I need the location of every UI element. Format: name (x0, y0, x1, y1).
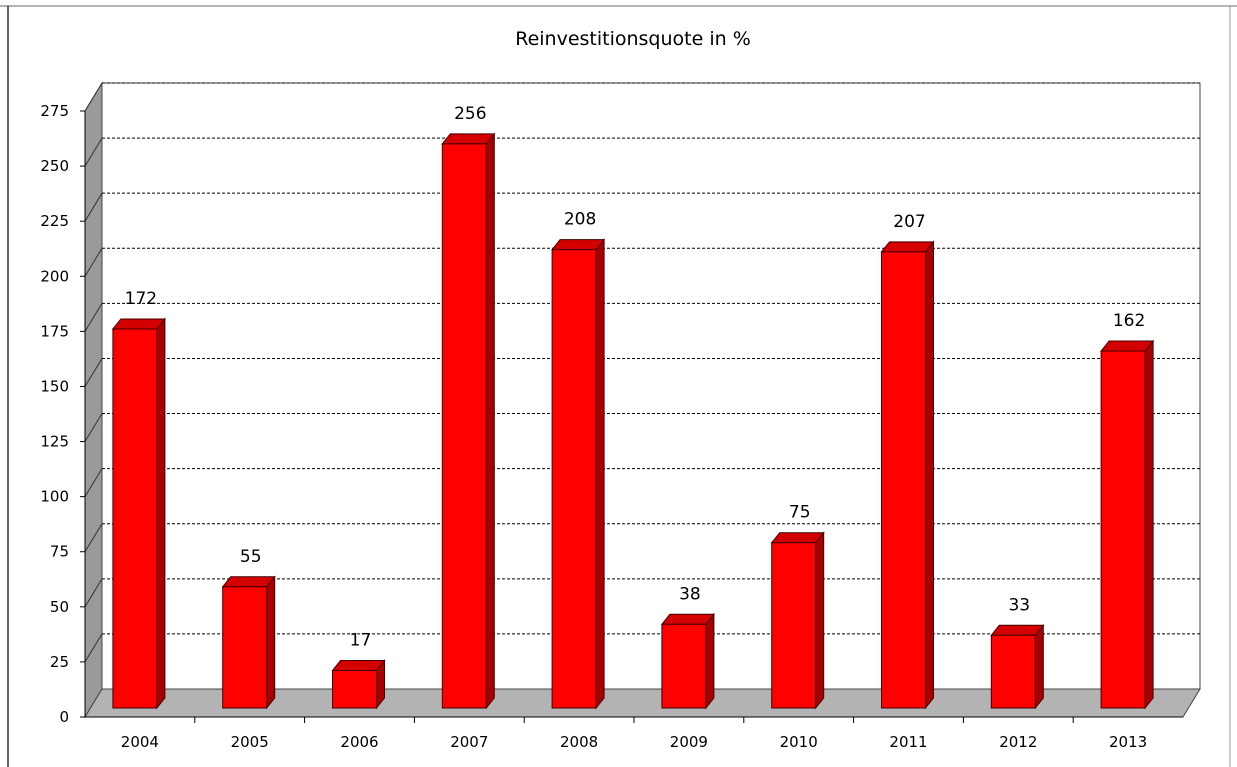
y-tick-label: 250 (40, 157, 69, 175)
left-wall (84, 81, 103, 719)
bar (771, 542, 817, 709)
bar (332, 670, 377, 709)
x-tick-label: 2013 (1109, 733, 1147, 751)
back-wall (101, 82, 1201, 690)
bar (441, 143, 487, 709)
bar-side (705, 612, 715, 710)
bar (1100, 350, 1146, 709)
y-tick-label: 275 (40, 102, 69, 120)
wall-gridline (84, 137, 103, 167)
x-tick-label: 2008 (560, 733, 598, 751)
wall-gridline (84, 468, 103, 497)
bar-top (551, 239, 606, 251)
wall-gridline (84, 192, 103, 222)
wall-gridline (84, 413, 103, 442)
wall-gridline (84, 633, 103, 663)
y-tick-label: 200 (40, 267, 69, 285)
x-tick-label: 2010 (780, 733, 818, 751)
y-tick-label: 150 (40, 377, 69, 395)
bar-top (441, 133, 496, 145)
wall-gridline (84, 578, 103, 608)
bar (881, 251, 926, 709)
bar-side (156, 317, 166, 710)
bar-side (266, 575, 276, 710)
bar-top (770, 532, 825, 544)
data-label: 33 (1008, 595, 1030, 615)
wall-gridline (84, 82, 103, 112)
bar-top (111, 318, 166, 330)
data-label: 256 (454, 104, 486, 124)
y-tick-label: 50 (50, 598, 69, 616)
data-label: 208 (564, 210, 596, 230)
bar (112, 328, 158, 709)
y-tick-label: 25 (50, 653, 69, 671)
bar-side (925, 240, 934, 710)
bar-side (815, 531, 825, 710)
bar-side (595, 238, 605, 710)
bar-top (990, 624, 1045, 636)
data-label: 38 (679, 584, 701, 604)
wall-gridline (84, 303, 103, 332)
wall-gridline (84, 248, 103, 277)
y-tick-label: 0 (59, 708, 69, 726)
plot-area: 0 25 50 75 100 125 150 175 200 225 250 275 172 2004 55… (40, 81, 1201, 751)
data-label: 55 (240, 547, 262, 567)
x-tick-label: 2004 (121, 733, 159, 751)
x-tick-label: 2007 (450, 733, 488, 751)
data-label: 75 (789, 503, 811, 523)
x-tick-label: 2009 (670, 733, 708, 751)
y-tick-label: 175 (40, 322, 69, 340)
data-label: 172 (125, 289, 157, 309)
bar-top (1100, 340, 1155, 352)
x-tick-label: 2006 (340, 733, 378, 751)
chart-title: Reinvestitionsquote in % (515, 28, 751, 50)
bar (990, 634, 1036, 709)
bar (551, 249, 597, 709)
bar (661, 623, 707, 709)
data-label: 17 (350, 631, 372, 651)
data-label: 162 (1113, 311, 1145, 331)
wall-gridline (84, 523, 103, 552)
bar-top (221, 576, 276, 588)
x-tick-label: 2011 (889, 733, 927, 751)
y-tick-label: 125 (40, 433, 69, 451)
wall-gridline (84, 358, 103, 387)
bar (222, 586, 268, 709)
x-tick-label: 2012 (999, 733, 1037, 751)
x-tick-label: 2005 (231, 733, 269, 751)
bar-top (880, 241, 935, 253)
y-tick-label: 225 (40, 212, 69, 230)
bar-side (1034, 623, 1044, 710)
y-tick-label: 75 (50, 543, 69, 561)
bar-side (485, 132, 495, 710)
bar-side (1144, 339, 1154, 710)
bar-top (660, 613, 715, 625)
data-label: 207 (893, 212, 925, 232)
y-tick-label: 100 (40, 488, 69, 506)
bar-top (331, 660, 386, 672)
